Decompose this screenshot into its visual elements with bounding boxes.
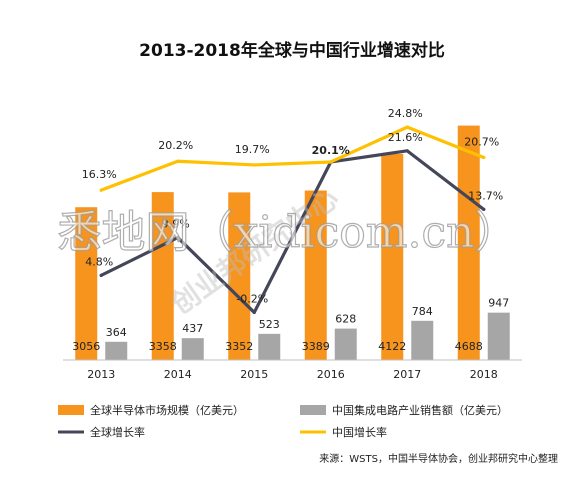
bar-global-2017 [381,153,404,360]
watermark-main-text: 悉地网（xidicom.cn） [58,207,519,258]
label-global-growth-2018: 13.7% [468,189,503,202]
x-tick-label-2015: 2015 [240,368,268,381]
point-china-growth-2014 [176,159,180,163]
label-global-market-2016: 3389 [302,340,330,353]
label-china-growth-2015: 19.7% [235,143,270,156]
legend-label-3: 中国增长率 [332,425,387,439]
line-global-growth [99,149,486,315]
bar-china-2017 [411,320,434,360]
watermark: 创业邦研究中心 悉地网（xidicom.cn） [57,181,519,321]
legend-label-0: 全球半导体市场规模（亿美元） [90,403,244,417]
label-global-market-2015: 3352 [225,340,253,353]
bar-china-2016 [334,328,357,360]
point-global-growth-2014 [176,235,180,240]
label-global-market-2018: 4688 [455,340,483,353]
bar-china-2013 [105,341,128,360]
legend-swatch-0 [58,405,84,415]
point-global-growth-2013 [99,273,103,277]
label-china-sales-2015: 523 [259,318,280,331]
point-china-growth-2017 [405,125,409,129]
line-china-growth [99,125,486,192]
legend: 全球半导体市场规模（亿美元） 中国集成电路产业销售额（亿美元） 全球增长率 中国增长率 [58,403,508,439]
bar-global-2013 [75,207,98,360]
point-global-growth-2017 [405,149,409,153]
x-tick-label-2017: 2017 [393,368,421,381]
point-global-growth-2015 [252,310,256,315]
point-china-growth-2016 [329,160,333,164]
label-global-market-2013: 3056 [72,340,100,353]
chart-title: 2013-2018年全球与中国行业增速对比 [139,40,445,61]
label-global-growth-2017: 21.6% [388,131,423,144]
label-china-growth-2017: 24.8% [388,107,423,120]
plot-area: 2013 2014 2015 2016 2017 2018 [63,125,522,381]
label-china-growth-2014: 20.2% [158,139,193,152]
point-china-growth-2013 [99,188,103,192]
label-china-growth-2018: 20.7% [464,136,499,149]
bar-global-2015 [228,192,251,360]
x-tick-label-2013: 2013 [87,368,115,381]
label-global-market-2014: 3358 [149,340,177,353]
source-note: 来源：WSTS，中国半导体协会，创业邦研究中心整理 [319,452,558,465]
label-global-market-2017: 4122 [378,340,406,353]
legend-swatch-1 [300,405,326,415]
x-tick-label-2014: 2014 [164,368,192,381]
label-china-growth-2016: 20.1% [312,144,350,157]
bar-china-2015 [258,333,281,360]
legend-label-2: 全球增长率 [90,425,145,439]
bar-global-2016 [304,190,327,360]
bar-global-2018 [457,125,480,360]
point-china-growth-2015 [252,163,256,167]
point-china-growth-2018 [482,155,486,160]
label-china-growth-2013: 16.3% [82,168,117,181]
data-labels: 3056 364 3358 437 3352 523 3389 628 4122 784 4688 9… [72,107,509,353]
label-china-sales-2018: 947 [488,297,509,310]
label-global-growth-2013: 4.8% [85,255,113,268]
label-china-sales-2017: 784 [412,305,433,318]
point-global-growth-2018 [482,207,486,211]
label-china-sales-2014: 437 [182,322,203,335]
label-global-growth-2015: -0.2% [236,292,268,305]
bar-china-2018 [487,312,510,360]
label-china-sales-2016: 628 [335,313,356,326]
bar-global-2014 [151,192,174,360]
x-tick-label-2018: 2018 [470,368,498,381]
legend-label-1: 中国集成电路产业销售额（亿美元） [332,403,508,417]
label-china-sales-2013: 364 [106,326,127,339]
label-global-growth-2014: 9.9% [162,218,190,231]
bar-china-2014 [181,338,204,360]
x-tick-label-2016: 2016 [317,368,345,381]
